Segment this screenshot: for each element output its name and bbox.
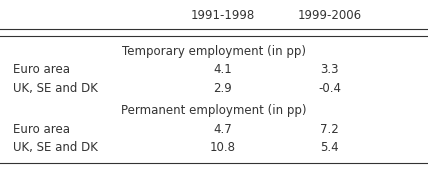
Text: 3.3: 3.3 (320, 63, 339, 76)
Text: 1991-1998: 1991-1998 (190, 9, 255, 22)
Text: 1999-2006: 1999-2006 (297, 9, 362, 22)
Text: UK, SE and DK: UK, SE and DK (13, 141, 98, 154)
Text: 5.4: 5.4 (320, 141, 339, 154)
Text: Temporary employment (in pp): Temporary employment (in pp) (122, 45, 306, 57)
Text: 2.9: 2.9 (213, 82, 232, 95)
Text: Permanent employment (in pp): Permanent employment (in pp) (121, 104, 307, 117)
Text: -0.4: -0.4 (318, 82, 341, 95)
Text: 4.7: 4.7 (213, 123, 232, 136)
Text: 4.1: 4.1 (213, 63, 232, 76)
Text: Euro area: Euro area (13, 123, 70, 136)
Text: Euro area: Euro area (13, 63, 70, 76)
Text: 10.8: 10.8 (210, 141, 235, 154)
Text: UK, SE and DK: UK, SE and DK (13, 82, 98, 95)
Text: 7.2: 7.2 (320, 123, 339, 136)
